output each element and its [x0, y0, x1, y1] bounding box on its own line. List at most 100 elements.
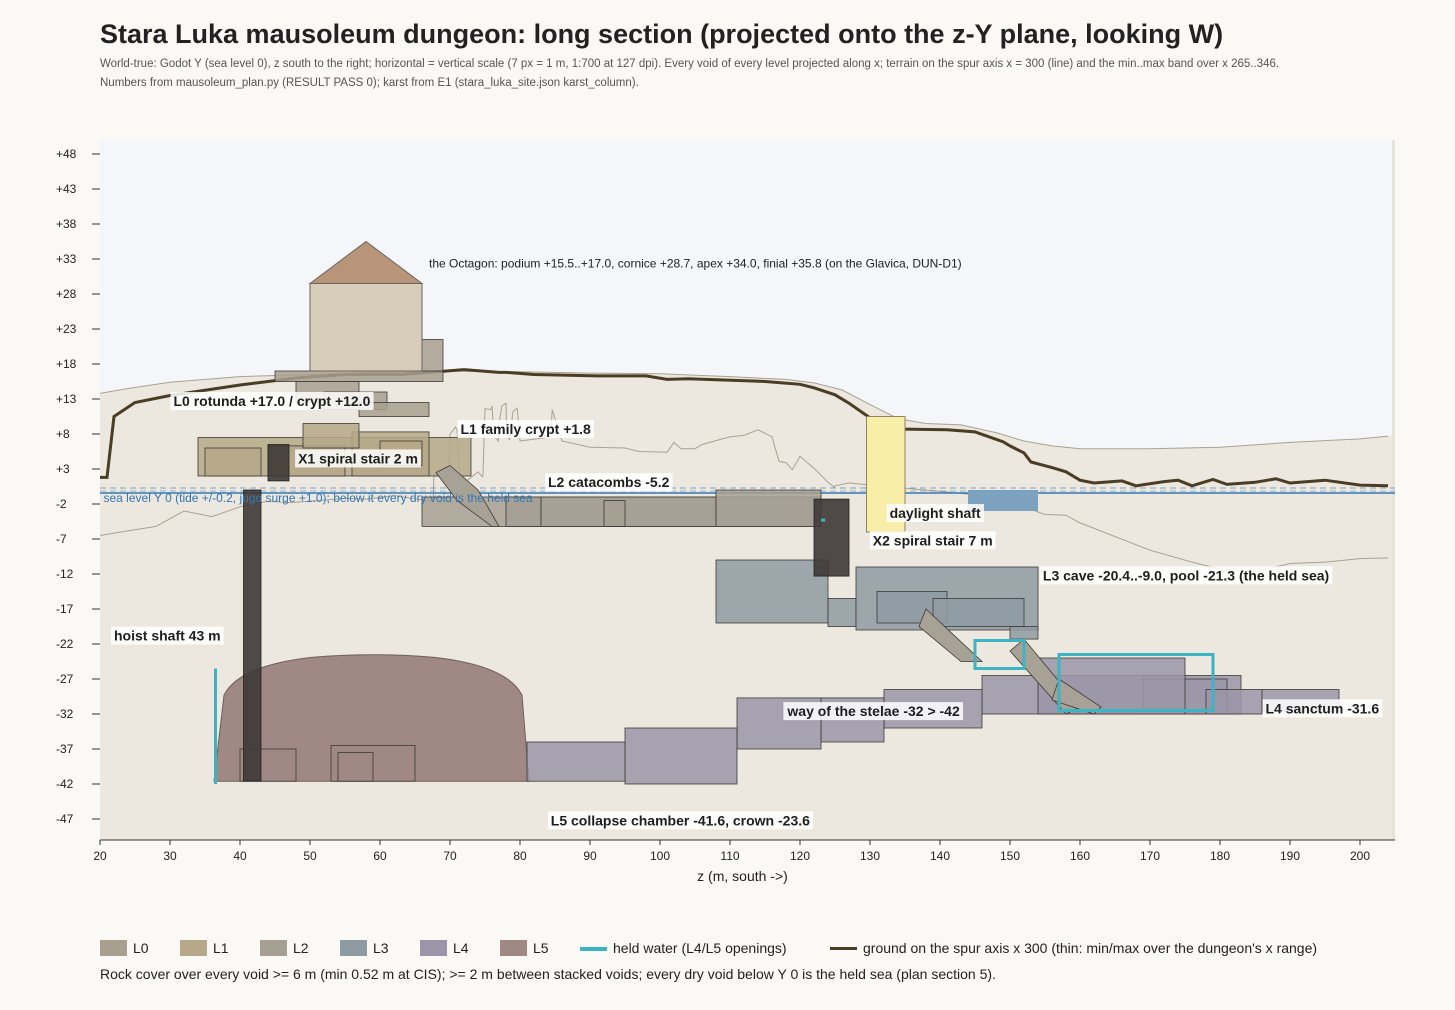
- y-tick-label-12: -12: [56, 567, 74, 581]
- x-tick-label-20: 20: [93, 849, 107, 863]
- legend-label-l5: L5: [533, 940, 549, 956]
- label-bg-x1: [295, 449, 421, 468]
- void-l2-12: [505, 496, 542, 527]
- x-tick-label-30: 30: [163, 849, 177, 863]
- x-tick-label-160: 160: [1070, 849, 1090, 863]
- y-tick-label-6: +18: [56, 357, 77, 371]
- label-bg-x2: [869, 531, 996, 550]
- y-tick-label-10: -2: [56, 497, 67, 511]
- x-tick-label-150: 150: [1000, 849, 1020, 863]
- label-group-l0: L0 rotunda +17.0 / crypt +12.0: [170, 392, 374, 410]
- right-edge-strip: [1392, 140, 1395, 840]
- x-axis-label: z (m, south ->): [697, 868, 788, 884]
- legend-swatch-l0: [100, 940, 127, 956]
- y-tick-label-3: +33: [56, 252, 77, 266]
- label-l0: L0 rotunda +17.0 / crypt +12.0: [174, 393, 371, 409]
- label-group-l4: L4 sanctum -31.6: [1262, 699, 1383, 718]
- void-l1-10: [302, 423, 360, 449]
- page-title: Stara Luka mausoleum dungeon: long secti…: [100, 19, 1224, 49]
- held-water-opening-0: [973, 639, 1026, 670]
- label-daylight: daylight shaft: [890, 505, 981, 521]
- label-l1: L1 family crypt +1.8: [461, 421, 592, 437]
- label-bg-stelae: [783, 702, 963, 721]
- stair-0: [267, 444, 290, 482]
- held-water-layer: [214, 518, 1215, 784]
- label-x1: X1 spiral stair 2 m: [298, 450, 418, 466]
- x-tick-label-100: 100: [650, 849, 670, 863]
- annotation-layer: the Octagon: podium +15.5..+17.0, cornic…: [104, 256, 1383, 830]
- label-bg-l5: [547, 811, 814, 830]
- void-l0-0: [274, 370, 444, 382]
- void-l4-24: [1205, 689, 1263, 715]
- y-tick-label-14: -22: [56, 637, 74, 651]
- x-tick-label-80: 80: [513, 849, 527, 863]
- octagon-roof: [308, 240, 424, 284]
- x-tick-label-60: 60: [373, 849, 387, 863]
- x-tick-label-200: 200: [1350, 849, 1370, 863]
- legend-swatch-l3: [340, 940, 367, 956]
- label-group-octagon: the Octagon: podium +15.5..+17.0, cornic…: [429, 256, 962, 270]
- label-group-daylight: daylight shaft: [886, 504, 984, 522]
- void-l4-30: [624, 727, 738, 785]
- legend-label-l3: L3: [373, 940, 389, 956]
- label-group-l1: L1 family crypt +1.8: [457, 420, 595, 438]
- x-tick-label-120: 120: [790, 849, 810, 863]
- label-group-x1: X1 spiral stair 2 m: [295, 449, 421, 468]
- void-l3-16: [715, 559, 829, 624]
- label-stelae: way of the stelae -32 > -42: [786, 703, 960, 719]
- y-tick-label-17: -37: [56, 742, 74, 756]
- label-group-x2: X2 spiral stair 7 m: [869, 531, 996, 550]
- void-l2-13: [540, 496, 717, 527]
- label-bg-hoist: [111, 626, 224, 645]
- y-tick-label-16: -32: [56, 707, 74, 721]
- label-l5: L5 collapse chamber -41.6, crown -23.6: [551, 812, 810, 828]
- label-bg-l4: [1262, 699, 1383, 718]
- axes-layer: 20 30 40 50 60 70 80 90 100 110 120 130 140 150 160 170…: [56, 147, 1395, 884]
- y-tick-label-5: +23: [56, 322, 77, 336]
- octagon-body: [309, 283, 423, 372]
- held-water-opening-1: [1057, 653, 1215, 712]
- void-l4-31: [526, 741, 626, 782]
- legend-swatch-l5: [500, 940, 527, 956]
- x-tick-label-70: 70: [443, 849, 457, 863]
- x-tick-label-90: 90: [583, 849, 597, 863]
- y-tick-label-1: +43: [56, 182, 77, 196]
- label-group-stelae: way of the stelae -32 > -42: [783, 702, 963, 721]
- void-l0-4: [421, 339, 444, 372]
- legend-swatch-l4: [420, 940, 447, 956]
- legend-line-ground: [830, 947, 857, 950]
- stair-2: [243, 489, 262, 782]
- void-l2-15: [715, 489, 822, 527]
- x-tick-label-110: 110: [720, 849, 739, 863]
- label-bg-l3: [1039, 566, 1333, 585]
- x-tick-label-130: 130: [860, 849, 880, 863]
- void-l2-14: [603, 500, 626, 527]
- legend-line-held-water: [580, 947, 607, 951]
- legend-swatch-l1: [180, 940, 207, 956]
- label-l3: L3 cave -20.4..-9.0, pool -21.3 (the hel…: [1043, 567, 1329, 583]
- label-octagon: the Octagon: podium +15.5..+17.0, cornic…: [429, 256, 962, 270]
- label-bg-l0: [170, 392, 374, 410]
- x-tick-label-140: 140: [930, 849, 950, 863]
- ramp-1: [918, 608, 984, 662]
- legend-label-ground: ground on the spur axis x 300 (thin: min…: [863, 940, 1318, 956]
- subtitle-line-2: Numbers from mausoleum_plan.py (RESULT P…: [100, 77, 639, 89]
- label-l4: L4 sanctum -31.6: [1266, 700, 1380, 716]
- x-tick-label-180: 180: [1210, 849, 1230, 863]
- y-tick-label-19: -47: [56, 812, 74, 826]
- label-bg-l1: [457, 420, 595, 438]
- stair-1: [813, 498, 850, 577]
- label-group-sea: sea level Y 0 (tide +/-0.2, jugo surge +…: [104, 491, 533, 505]
- x-tick-label-190: 190: [1280, 849, 1300, 863]
- label-bg-l2: [545, 473, 673, 492]
- legend-label-l1: L1: [213, 940, 229, 956]
- label-x2: X2 spiral stair 7 m: [873, 532, 993, 548]
- legend-label-l4: L4: [453, 940, 469, 956]
- subtitle-line-1: World-true: Godot Y (sea level 0), z sou…: [100, 58, 1280, 70]
- void-l5-34: [337, 752, 374, 782]
- label-group-l2: L2 catacombs -5.2: [545, 473, 673, 492]
- void-l3-17: [827, 598, 857, 627]
- surface-pool: [968, 490, 1038, 511]
- x-tick-label-170: 170: [1140, 849, 1160, 863]
- label-bg-daylight: [886, 504, 984, 522]
